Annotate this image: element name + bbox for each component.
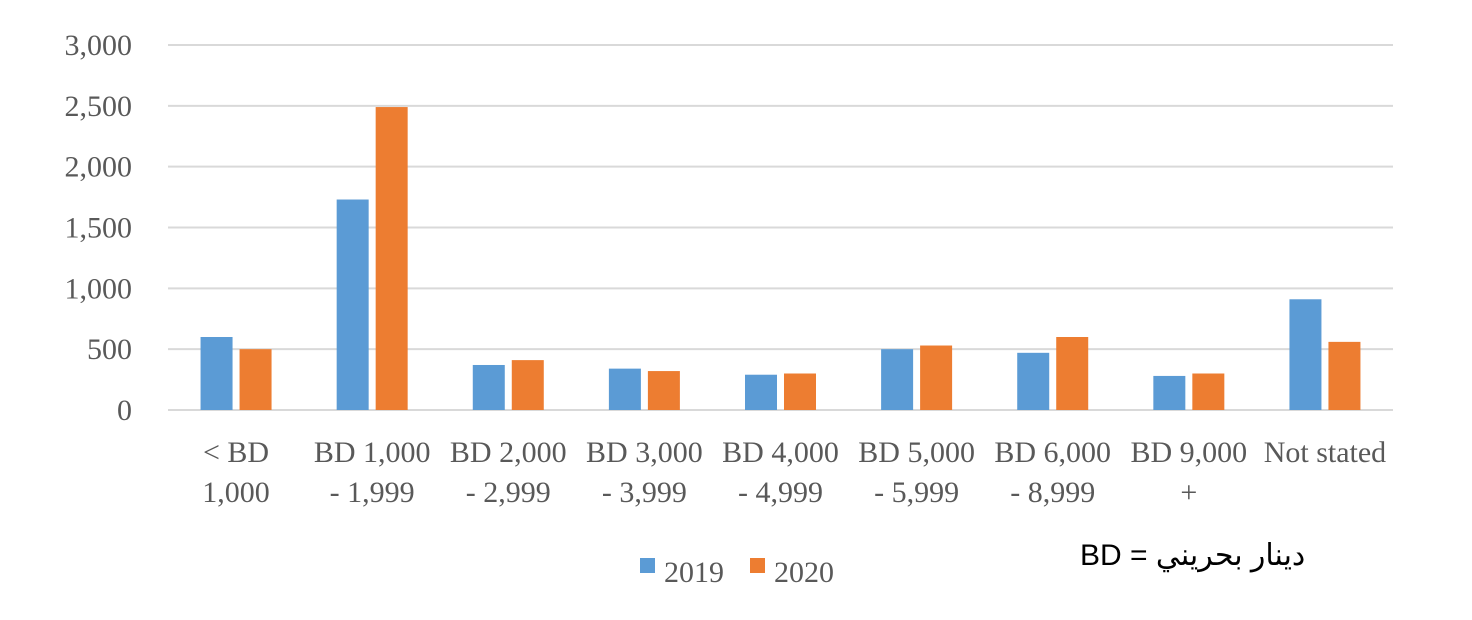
x-category-label: - 3,999	[602, 476, 687, 509]
y-axis-ticks: 0 500 1,000 1,500 2,000 2,500 3,000	[65, 29, 133, 427]
x-category-label: BD 2,000	[450, 436, 567, 469]
bar-2020	[647, 371, 680, 410]
bar-2020	[511, 360, 544, 410]
x-category-label: - 8,999	[1010, 476, 1095, 509]
x-category-label: BD 5,000	[858, 436, 975, 469]
bar-2020	[920, 345, 953, 410]
x-category-label: - 4,999	[738, 476, 823, 509]
x-category-label: < BD	[203, 436, 269, 469]
bar-2019	[1017, 352, 1050, 410]
x-category-label: Not stated	[1264, 436, 1386, 469]
bar-2019	[1153, 375, 1186, 410]
y-tick-label: 2,500	[65, 90, 133, 123]
bar-2019	[1289, 299, 1322, 410]
x-category-label: BD 3,000	[586, 436, 703, 469]
currency-note: BD = دينار بحريني	[1080, 539, 1306, 572]
legend-label: 2019	[664, 556, 724, 589]
y-tick-label: 0	[117, 394, 132, 427]
bar-2019	[200, 337, 233, 410]
bar-2019	[608, 368, 641, 410]
legend-swatch-2020	[750, 558, 765, 573]
x-category-label: BD 4,000	[722, 436, 839, 469]
x-category-label: - 2,999	[466, 476, 551, 509]
legend: 2019 2020	[640, 556, 834, 589]
bar-2019	[745, 374, 777, 410]
legend-label: 2020	[774, 556, 834, 589]
bar-2020	[375, 107, 408, 411]
x-category-label: - 5,999	[874, 476, 959, 509]
legend-swatch-2019	[640, 558, 655, 573]
bar-2020	[1192, 373, 1225, 410]
x-category-label: BD 6,000	[994, 436, 1111, 469]
bars	[200, 107, 1361, 411]
bar-2019	[472, 364, 505, 410]
y-tick-label: 1,000	[65, 272, 133, 305]
x-axis-labels: < BD 1,000 BD 1,000 - 1,999 BD 2,000 - 2,999 B…	[202, 436, 1386, 509]
bar-2020	[784, 373, 816, 410]
bar-2020	[1328, 341, 1361, 410]
x-category-label: - 1,999	[330, 476, 415, 509]
gridlines	[168, 44, 1393, 411]
y-tick-label: 500	[87, 333, 132, 366]
bar-2020	[239, 349, 272, 410]
y-tick-label: 3,000	[65, 29, 133, 62]
y-tick-label: 1,500	[65, 212, 133, 245]
x-category-label: BD 1,000	[314, 436, 431, 469]
bar-2019	[336, 199, 369, 410]
bar-2019	[881, 349, 914, 410]
bar-2020	[1056, 337, 1089, 410]
x-category-label: +	[1180, 476, 1197, 509]
x-category-label: 1,000	[202, 476, 270, 509]
y-tick-label: 2,000	[65, 151, 133, 184]
x-category-label: BD 9,000	[1130, 436, 1247, 469]
